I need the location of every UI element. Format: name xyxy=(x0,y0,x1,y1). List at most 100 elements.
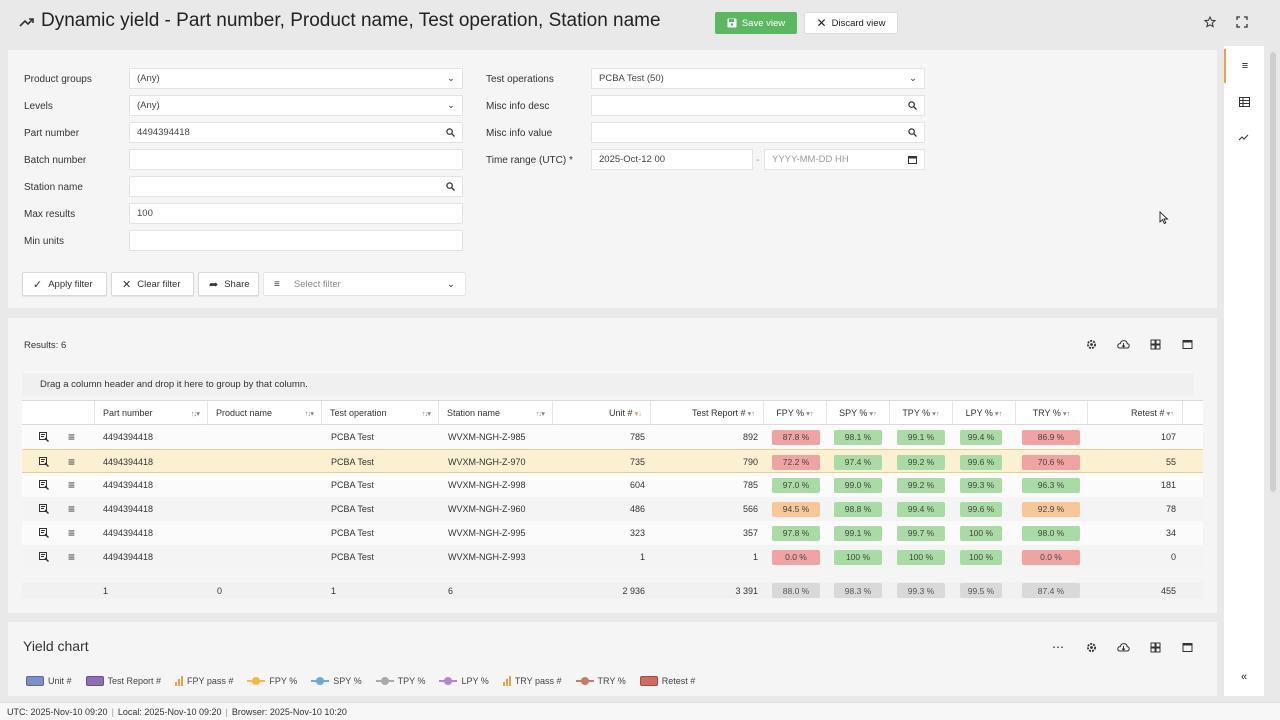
row-menu-icon[interactable]: ≡ xyxy=(68,430,76,444)
legend-item[interactable]: FPY % xyxy=(247,676,297,686)
header-spy[interactable]: SPY % ▾↑ xyxy=(827,401,890,425)
sort-filter-icon[interactable]: ▾↑ xyxy=(994,408,1003,418)
magnify-report-icon[interactable] xyxy=(39,473,49,497)
table-row[interactable]: ≡ 4494394418 PCBA Test WVXM-NGH-Z-985 785 892… xyxy=(22,425,1203,449)
cell-part-number: 4494394418 xyxy=(103,457,154,467)
right-rail: ≡ « xyxy=(1224,46,1264,696)
max-results-input[interactable]: 100 xyxy=(129,203,463,224)
sort-filter-icon[interactable]: ▾↑ xyxy=(1062,408,1071,418)
cell-station-name: WVXM-NGH-Z-970 xyxy=(448,457,526,467)
collapse-rail-icon[interactable]: « xyxy=(1240,671,1248,683)
vertical-scrollbar[interactable] xyxy=(1270,52,1276,492)
magnify-report-icon[interactable] xyxy=(39,521,49,545)
select-filter-dropdown[interactable]: ≡ Select filter ⌄ xyxy=(263,272,466,296)
table-row[interactable]: ≡ 4494394418 PCBA Test WVXM-NGH-Z-970 735 790… xyxy=(22,449,1203,473)
time-range-from-input[interactable]: 2025-Oct-12 00 xyxy=(591,149,753,170)
table-row[interactable]: ≡ 4494394418 PCBA Test WVXM-NGH-Z-995 323 357… xyxy=(22,521,1203,545)
sort-filter-icon[interactable]: ▾↑ xyxy=(869,408,877,418)
header-fpy[interactable]: FPY % ▾↑ xyxy=(764,401,827,425)
save-view-button[interactable]: Save view xyxy=(715,12,797,34)
legend-item[interactable]: FPY pass # xyxy=(175,676,233,686)
calendar-icon[interactable] xyxy=(908,155,917,164)
header-tpy[interactable]: TPY % ▾↑ xyxy=(890,401,953,425)
header-try[interactable]: TRY % ▾↑ xyxy=(1016,401,1088,425)
legend-item[interactable]: TRY pass # xyxy=(502,676,562,686)
cloud-download-icon[interactable] xyxy=(1115,639,1131,655)
part-number-value: 4494394418 xyxy=(137,127,190,138)
misc-info-value-input[interactable] xyxy=(591,122,925,143)
fullscreen-icon[interactable] xyxy=(1234,14,1250,30)
header-lpy[interactable]: LPY % ▾↑ xyxy=(953,401,1016,425)
cloud-download-icon[interactable] xyxy=(1115,336,1131,352)
rail-filter-tab[interactable]: ≡ xyxy=(1224,49,1264,83)
sort-filter-icon[interactable]: ▾↑ xyxy=(747,408,755,418)
product-groups-value: (Any) xyxy=(137,73,160,84)
clear-filter-button[interactable]: ✕ Clear filter xyxy=(111,272,194,296)
legend-item[interactable]: TPY % xyxy=(375,676,425,686)
magnify-report-icon[interactable] xyxy=(39,450,49,474)
cell-tpy-badge: 100 % xyxy=(897,549,945,565)
misc-info-desc-input[interactable] xyxy=(591,95,925,116)
legend-item[interactable]: Test Report # xyxy=(85,676,161,686)
header-test-report-count[interactable]: Test Report # ▾↑ xyxy=(651,401,764,425)
layout-grid-icon[interactable] xyxy=(1147,639,1163,655)
table-row[interactable]: ≡ 4494394418 PCBA Test WVXM-NGH-Z-993 1 1 0.0 … xyxy=(22,545,1203,569)
star-icon[interactable] xyxy=(1202,14,1218,30)
part-number-input[interactable]: 4494394418 xyxy=(129,122,463,143)
table-row[interactable]: ≡ 4494394418 PCBA Test WVXM-NGH-Z-998 604 785… xyxy=(22,473,1203,497)
maximize-icon[interactable] xyxy=(1179,639,1195,655)
time-range-to-input[interactable]: YYYY-MM-DD HH xyxy=(764,149,925,170)
layout-grid-icon[interactable] xyxy=(1147,336,1163,352)
legend-item[interactable]: Unit # xyxy=(26,676,72,686)
test-operations-select[interactable]: PCBA Test (50) ⌄ xyxy=(591,68,925,89)
header-retest-count[interactable]: Retest # ▾↑ xyxy=(1088,401,1183,425)
header-test-operation[interactable]: Test operation ↑↓▾ xyxy=(322,401,439,425)
legend-item[interactable]: TRY % xyxy=(575,676,626,686)
batch-number-input[interactable] xyxy=(129,149,463,170)
station-name-input[interactable] xyxy=(129,176,463,197)
search-icon[interactable] xyxy=(446,128,455,137)
magnify-report-icon[interactable] xyxy=(39,425,49,449)
cell-retest-count: 55 xyxy=(1165,457,1176,467)
table-row[interactable]: ≡ 4494394418 PCBA Test WVXM-NGH-Z-960 486 566… xyxy=(22,497,1203,521)
sort-filter-icon[interactable]: ↑↓▾ xyxy=(535,408,545,418)
sort-filter-icon[interactable]: ▾↑ xyxy=(932,408,940,418)
settings-icon[interactable] xyxy=(1083,639,1099,655)
product-groups-select[interactable]: (Any) ⌄ xyxy=(129,68,463,89)
row-menu-icon[interactable]: ≡ xyxy=(68,455,76,469)
rail-chart-tab[interactable] xyxy=(1224,120,1264,154)
magnify-report-icon[interactable] xyxy=(39,545,49,569)
header-unit-count[interactable]: Unit # ▾↓ xyxy=(553,401,651,425)
page-header: Dynamic yield - Part number, Product nam… xyxy=(0,0,1280,46)
legend-item[interactable]: SPY % xyxy=(311,676,362,686)
legend-item[interactable]: Retest # xyxy=(639,676,695,686)
share-button[interactable]: ➦ Share xyxy=(198,272,259,296)
row-menu-icon[interactable]: ≡ xyxy=(68,550,76,564)
legend-item[interactable]: LPY % xyxy=(439,676,489,686)
magnify-report-icon[interactable] xyxy=(39,497,49,521)
search-icon[interactable] xyxy=(446,182,455,191)
row-menu-icon[interactable]: ≡ xyxy=(68,526,76,540)
apply-filter-button[interactable]: ✓ Apply filter xyxy=(22,272,107,296)
discard-view-button[interactable]: ✕ Discard view xyxy=(804,12,898,34)
sort-filter-icon[interactable]: ↑↓▾ xyxy=(304,408,314,418)
header-product-name[interactable]: Product name ↑↓▾ xyxy=(208,401,322,425)
min-units-input[interactable] xyxy=(129,230,463,251)
search-icon[interactable] xyxy=(908,101,917,110)
header-station-name[interactable]: Station name ↑↓▾ xyxy=(439,401,553,425)
search-icon[interactable] xyxy=(908,128,917,137)
group-by-drop-zone[interactable]: Drag a column header and drop it here to… xyxy=(22,373,1194,396)
maximize-icon[interactable] xyxy=(1179,336,1195,352)
sort-filter-icon[interactable]: ↑↓▾ xyxy=(190,408,200,418)
more-options-icon[interactable]: ⋯ xyxy=(1052,640,1064,654)
sort-filter-icon[interactable]: ▾↑ xyxy=(1166,408,1174,418)
sort-filter-icon[interactable]: ↑↓▾ xyxy=(421,408,431,418)
rail-table-tab[interactable] xyxy=(1224,85,1264,119)
row-menu-icon[interactable]: ≡ xyxy=(68,502,76,516)
header-part-number[interactable]: Part number ↑↓▾ xyxy=(95,401,208,425)
settings-icon[interactable] xyxy=(1083,336,1099,352)
row-menu-icon[interactable]: ≡ xyxy=(68,478,76,492)
levels-select[interactable]: (Any) ⌄ xyxy=(129,95,463,116)
sort-desc-icon[interactable]: ▾↓ xyxy=(634,408,642,418)
sort-filter-icon[interactable]: ▾↑ xyxy=(806,408,814,418)
